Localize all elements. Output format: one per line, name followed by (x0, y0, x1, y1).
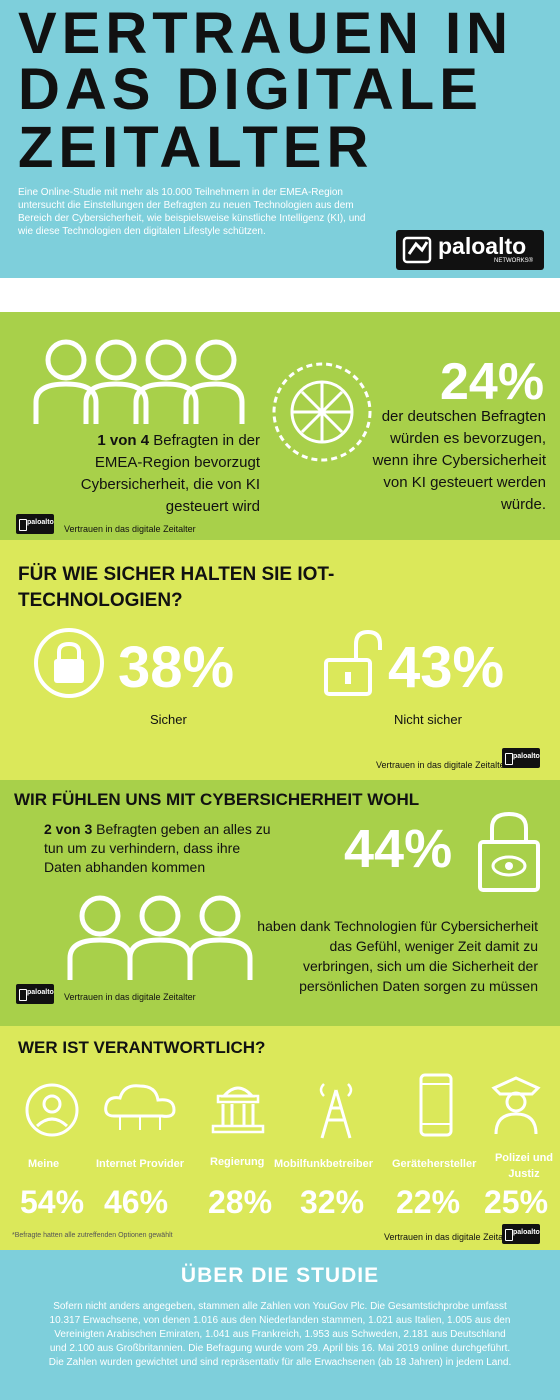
responsibility-footnote: *Befragte hatten alle zutreffenden Optio… (12, 1232, 173, 1239)
responsibility-section: WER IST VERANTWORTLICH? Meine Internet P… (0, 1026, 560, 1250)
ai-section: 1 von 4 Befragten in der EMEA-Region bev… (0, 312, 560, 540)
iot-section: FÜR WIE SICHER HALTEN SIE IOT-TECHNOLOGI… (0, 540, 560, 780)
header-section: VERTRAUEN IN DAS DIGITALE ZEITALTER Eine… (0, 0, 560, 278)
ai-brain-icon (272, 362, 372, 462)
label-internet-provider: Internet Provider (96, 1158, 185, 1170)
value-regierung: 28% (208, 1184, 273, 1220)
title-line-2: DAS DIGITALE (18, 57, 483, 122)
lock-closed-icon (34, 628, 104, 698)
label-meine: Meine (28, 1158, 60, 1170)
comfort-stat-bold: 2 von 3 (44, 821, 93, 837)
comfort-percent-text: haben dank Technologien für Cybersicherh… (257, 918, 538, 994)
study-section: ÜBER DIE STUDIE Sofern nicht anders ange… (0, 1250, 560, 1400)
comfort-heading: WIR FÜHLEN UNS MIT CYBERSICHERHEIT WOHL (14, 790, 420, 809)
smartphone-icon (419, 1073, 453, 1137)
title-line-3: ZEITALTER (18, 115, 374, 180)
paloalto-mini-logo: paloalto (502, 748, 540, 768)
logo-text: paloalto (438, 233, 527, 259)
ai-stat-bold: 1 von 4 (97, 432, 150, 449)
logo-mark-icon (402, 236, 432, 264)
secure-percent: 38% (118, 635, 235, 700)
footer-tag: Vertrauen in das digitale Zeitalter (384, 1232, 516, 1242)
lock-open-icon (324, 629, 382, 696)
police-officer-icon (491, 1076, 541, 1135)
comfort-percent: 44% (344, 819, 453, 879)
logo-subtext: NETWORKS® (494, 258, 534, 264)
paloalto-mini-logo: paloalto (16, 984, 54, 1004)
people-group-icon (67, 895, 253, 980)
comfort-section: WIR FÜHLEN UNS MIT CYBERSICHERHEIT WOHL … (0, 780, 560, 1026)
ai-stat-text: 1 von 4 Befragten in der EMEA-Region bev… (60, 430, 260, 518)
ai-percent-text: der deutschen Befragten würden es bevorz… (372, 408, 546, 513)
government-building-icon (211, 1086, 265, 1134)
label-regierung: Regierung (210, 1156, 265, 1168)
value-meine: 54% (20, 1184, 85, 1220)
value-geraetehersteller: 22% (396, 1184, 461, 1220)
people-group-icon (33, 339, 245, 424)
paloalto-logo: paloalto NETWORKS® (396, 230, 544, 270)
iot-heading: FÜR WIE SICHER HALTEN SIE IOT-TECHNOLOGI… (18, 564, 335, 611)
title-line-1: VERTRAUEN IN (18, 1, 514, 66)
value-mobilfunkbetreiber: 32% (300, 1184, 365, 1220)
footer-tag: Vertrauen in das digitale Zeitalter (376, 760, 508, 770)
cell-tower-icon (319, 1083, 353, 1139)
ai-stat-rest: Befragten in der EMEA-Region bevorzugt C… (80, 432, 260, 515)
comfort-stat-rest: Befragten geben an alles zu tun um zu ve… (44, 821, 271, 875)
ai-percent: 24% (440, 353, 545, 411)
responsibility-heading: WER IST VERANTWORTLICH? (18, 1038, 266, 1057)
comfort-stat-text: 2 von 3 Befragten geben an alles zu tun … (44, 820, 274, 877)
person-icon (25, 1083, 79, 1137)
study-text: Sofern nicht anders angegeben, stammen a… (48, 1301, 512, 1368)
value-internet-provider: 46% (104, 1184, 169, 1220)
footer-tag: Vertrauen in das digitale Zeitalter (64, 992, 196, 1002)
lock-eye-icon (478, 811, 540, 892)
secure-label: Sicher (150, 712, 187, 727)
label-geraetehersteller: Gerätehersteller (392, 1158, 477, 1170)
footer-tag: Vertrauen in das digitale Zeitalter (64, 524, 196, 534)
study-heading: ÜBER DIE STUDIE (180, 1264, 380, 1287)
paloalto-mini-logo: paloalto (16, 514, 54, 534)
cloud-icon (104, 1084, 176, 1130)
intro-text: Eine Online-Studie mit mehr als 10.000 T… (18, 187, 366, 237)
label-mobilfunkbetreiber: Mobilfunkbetreiber (274, 1158, 374, 1170)
unsecure-percent: 43% (388, 635, 505, 700)
value-polizei-justiz: 25% (484, 1184, 549, 1220)
paloalto-mini-logo: paloalto (502, 1224, 540, 1244)
unsecure-label: Nicht sicher (394, 712, 462, 727)
label-polizei-justiz: Polizei und Justiz (494, 1152, 554, 1180)
spacer (0, 278, 560, 312)
